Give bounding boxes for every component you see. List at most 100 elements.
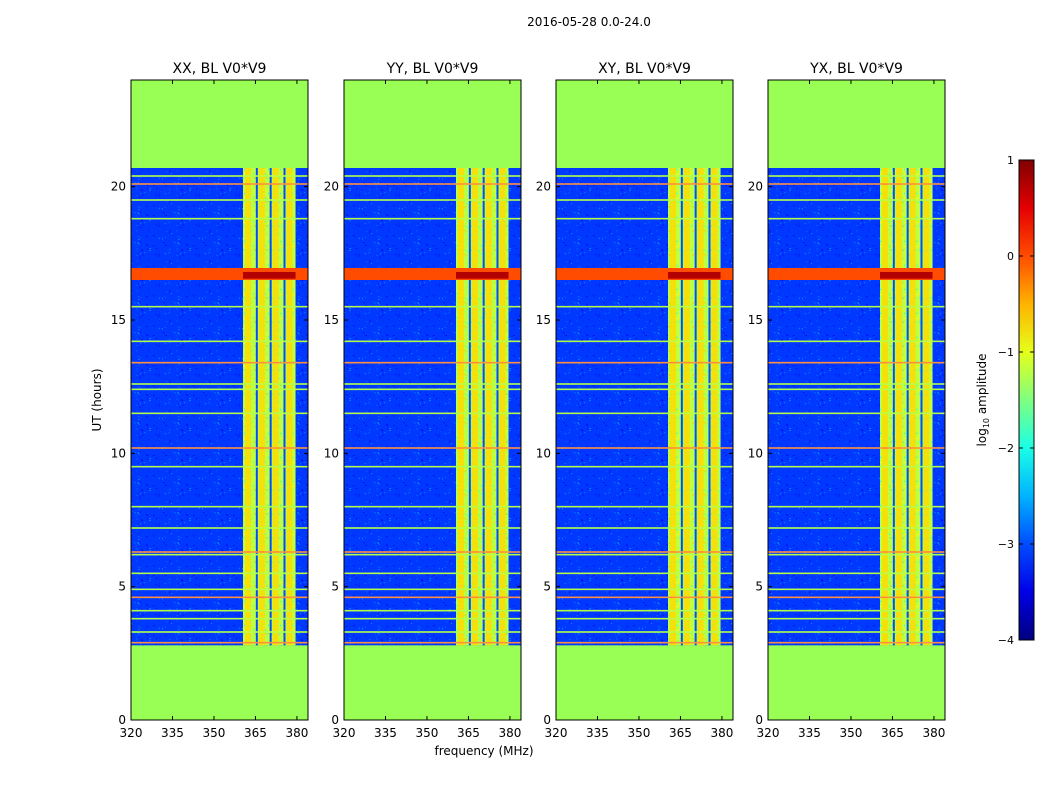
y-tick-label: 15 — [536, 313, 551, 327]
y-tick-label: 5 — [755, 580, 763, 594]
flagged-row — [556, 588, 733, 591]
panel-title: XY, BL V0*V9 — [598, 61, 691, 77]
flagged-row — [344, 596, 521, 599]
y-tick-label: 0 — [755, 713, 763, 727]
flagged-row — [768, 217, 945, 220]
flagged-row — [131, 527, 308, 529]
y-tick-label: 20 — [748, 180, 763, 194]
colorbar-tick-label: −2 — [998, 442, 1014, 455]
flagged-row — [768, 641, 945, 644]
flagged-row — [556, 553, 733, 556]
colorbar-scale — [1018, 159, 1035, 641]
flagged-row — [131, 551, 308, 553]
band-column — [499, 168, 506, 646]
x-tick-label: 335 — [798, 726, 821, 740]
band-column — [258, 168, 265, 646]
x-tick-label: 350 — [628, 726, 651, 740]
flagged-row — [768, 465, 945, 468]
x-tick-label: 320 — [545, 726, 568, 740]
band-column — [882, 168, 889, 646]
flagged-row — [556, 383, 733, 385]
flagged-row — [131, 340, 308, 343]
panel-xy: XY, BL V0*V9 320 335 350 365 380 0 5 10 15 20 — [536, 61, 734, 740]
colorbar-label: log10 amplitude — [975, 354, 991, 447]
y-axis-label: UT (hours) — [90, 368, 104, 431]
x-tick-label: 320 — [333, 726, 356, 740]
flagged-row — [344, 553, 521, 556]
y-tick-label: 10 — [536, 446, 551, 460]
flagged-row — [556, 388, 733, 391]
flagged-row — [344, 305, 521, 308]
colorbar-tick-label: 0 — [1007, 250, 1014, 263]
band-gap — [269, 168, 272, 646]
flagged-row — [768, 596, 945, 599]
band-column — [471, 168, 478, 646]
flagged-row — [131, 305, 308, 308]
flagged-row — [344, 340, 521, 343]
flagged-row — [556, 465, 733, 468]
x-tick-label: 335 — [161, 726, 184, 740]
flagged-row — [131, 572, 308, 575]
panel-yy: YY, BL V0*V9 320 335 350 365 380 0 5 10 15 20 — [324, 61, 522, 740]
flagged-row — [556, 551, 733, 553]
band-gap — [906, 168, 909, 646]
band-column — [909, 168, 916, 646]
y-tick-label: 5 — [331, 580, 339, 594]
y-tick-label: 0 — [118, 713, 126, 727]
panel-title: XX, BL V0*V9 — [173, 61, 267, 77]
flagged-row — [556, 572, 733, 575]
y-tick-label: 5 — [118, 580, 126, 594]
flagged-row — [344, 388, 521, 391]
flagged-row — [344, 217, 521, 220]
flagged-row — [768, 447, 945, 449]
band-column — [697, 168, 704, 646]
flagged-row — [131, 631, 308, 633]
x-axis-label: frequency (MHz) — [434, 744, 533, 758]
flagged-row — [556, 609, 733, 612]
flagged-row — [131, 183, 308, 185]
flagged-row — [556, 596, 733, 599]
flagged-row — [556, 217, 733, 220]
panel-frame — [555, 79, 734, 721]
flagged-row — [768, 553, 945, 556]
band-column — [286, 168, 293, 646]
flagged-row — [768, 361, 945, 364]
figure-title: 2016-05-28 0.0-24.0 — [527, 15, 651, 29]
x-tick-label: 380 — [710, 726, 733, 740]
panel-frame — [130, 79, 309, 721]
x-tick-label: 365 — [669, 726, 692, 740]
flagged-row — [131, 217, 308, 220]
flagged-row — [768, 175, 945, 177]
x-tick-label: 320 — [120, 726, 143, 740]
panel-frame — [343, 79, 522, 721]
x-tick-label: 380 — [498, 726, 521, 740]
flagged-row — [344, 641, 521, 644]
flagged-row — [556, 527, 733, 529]
band-gap — [694, 168, 697, 646]
y-tick-label: 10 — [748, 446, 763, 460]
flagged-row — [768, 305, 945, 308]
panel-title: YY, BL V0*V9 — [386, 61, 479, 77]
y-tick-label: 20 — [536, 180, 551, 194]
colorbar: 1 0 −1 −2 −3 −4 log10 amplitude — [975, 154, 1035, 647]
band-column — [711, 168, 718, 646]
band-gap — [920, 168, 923, 646]
band-gap — [892, 168, 895, 646]
flagged-row — [131, 553, 308, 556]
x-tick-label: 365 — [457, 726, 480, 740]
band-gap — [255, 168, 258, 646]
flagged-row — [556, 505, 733, 508]
flagged-row — [768, 617, 945, 620]
x-tick-label: 380 — [285, 726, 308, 740]
band-gap — [680, 168, 683, 646]
y-tick-label: 10 — [111, 446, 126, 460]
flagged-row — [344, 175, 521, 177]
flagged-row — [556, 412, 733, 415]
y-tick-label: 20 — [324, 180, 339, 194]
flagged-row — [556, 175, 733, 177]
flagged-row — [131, 199, 308, 201]
flagged-row — [768, 572, 945, 575]
flagged-row — [131, 617, 308, 620]
flagged-row — [344, 383, 521, 385]
band-gap — [708, 168, 711, 646]
